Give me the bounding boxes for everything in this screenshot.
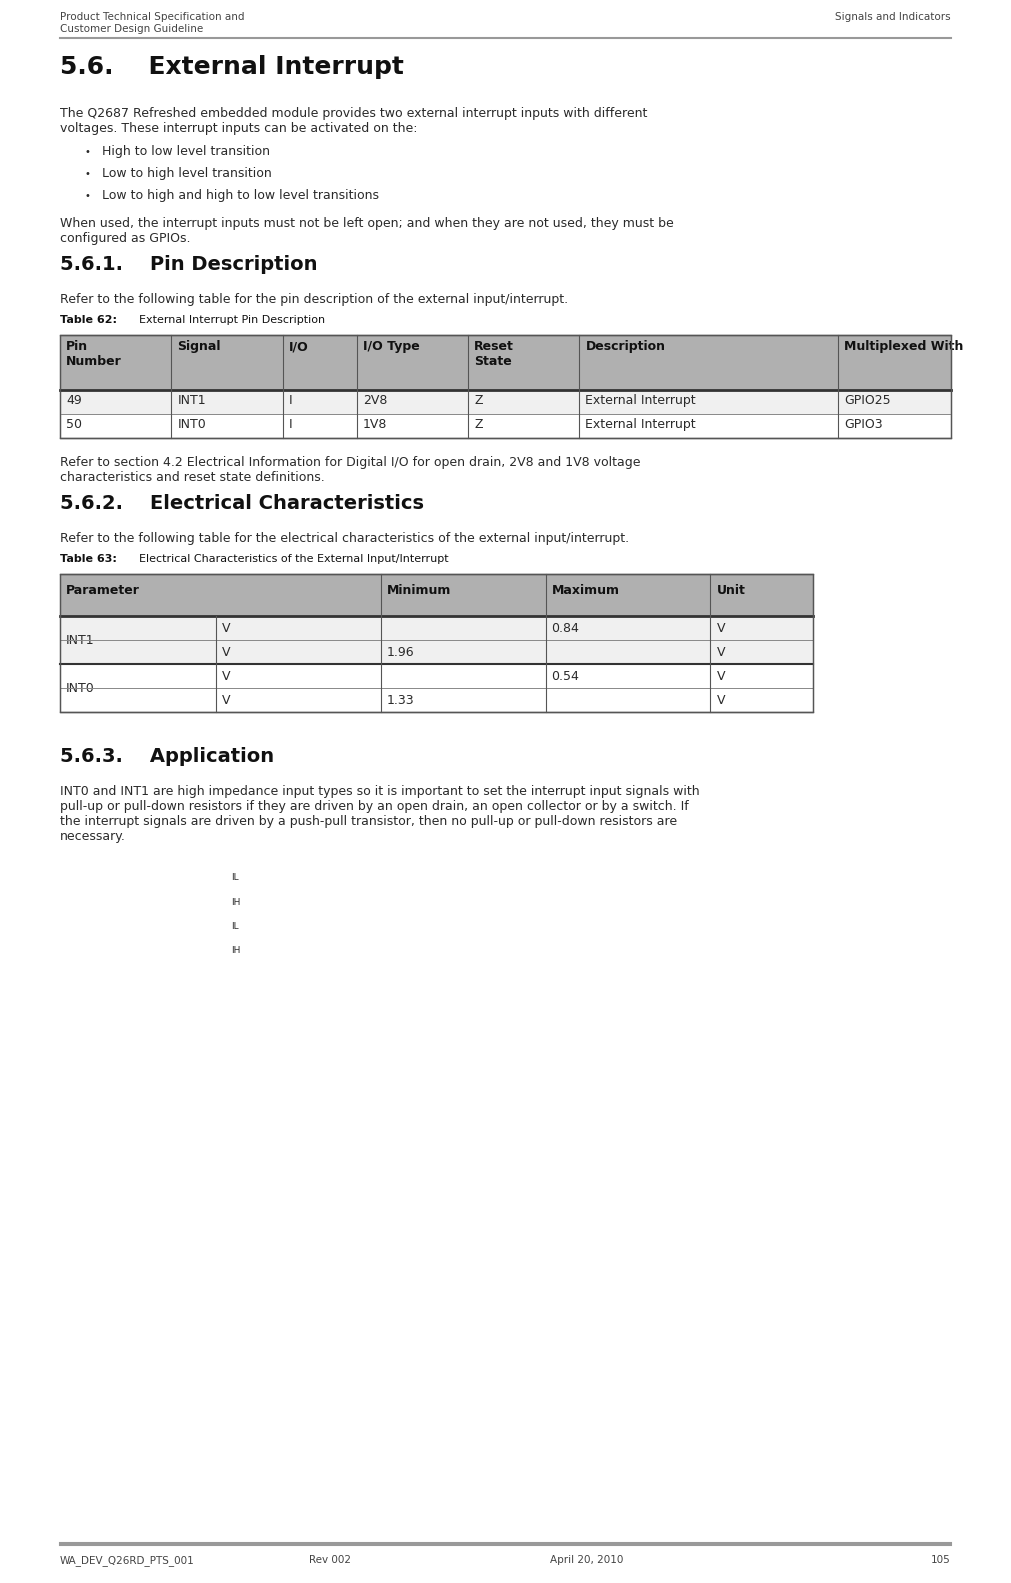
Bar: [60, 575, 813, 712]
Text: V: V: [717, 670, 725, 682]
Text: Pin
Number: Pin Number: [66, 340, 121, 367]
Text: V: V: [222, 646, 231, 659]
Text: Product Technical Specification and
Customer Design Guideline: Product Technical Specification and Cust…: [60, 13, 245, 33]
Text: Refer to the following table for the electrical characteristics of the external : Refer to the following table for the ele…: [60, 532, 629, 545]
Text: High to low level transition: High to low level transition: [102, 146, 270, 158]
Text: Description: Description: [585, 340, 665, 353]
Text: External Interrupt Pin Description: External Interrupt Pin Description: [125, 315, 326, 325]
Text: V: V: [222, 693, 231, 706]
Text: Low to high and high to low level transitions: Low to high and high to low level transi…: [102, 188, 379, 203]
Bar: [60, 336, 951, 389]
Text: I: I: [289, 418, 292, 431]
Text: 5.6.3.    Application: 5.6.3. Application: [60, 747, 274, 766]
Text: Unit: Unit: [717, 584, 745, 597]
Text: The Q2687 Refreshed embedded module provides two external interrupt inputs with : The Q2687 Refreshed embedded module prov…: [60, 108, 647, 135]
Text: IL: IL: [232, 921, 239, 931]
Text: 5.6.1.    Pin Description: 5.6.1. Pin Description: [60, 255, 317, 274]
Text: V: V: [222, 622, 231, 635]
Text: Table 63:: Table 63:: [60, 554, 117, 564]
Text: INT1: INT1: [66, 633, 95, 646]
Text: Minimum: Minimum: [387, 584, 451, 597]
Text: I: I: [289, 394, 292, 407]
Bar: [60, 389, 951, 415]
Text: 0.84: 0.84: [552, 622, 579, 635]
Text: Table 62:: Table 62:: [60, 315, 117, 325]
Text: V: V: [717, 622, 725, 635]
Text: 1.96: 1.96: [387, 646, 415, 659]
Text: 5.6.2.    Electrical Characteristics: 5.6.2. Electrical Characteristics: [60, 494, 424, 513]
Text: Refer to section 4.2 Electrical Information for Digital I/O for open drain, 2V8 : Refer to section 4.2 Electrical Informat…: [60, 456, 641, 484]
Bar: [60, 415, 951, 438]
Text: WA_DEV_Q26RD_PTS_001: WA_DEV_Q26RD_PTS_001: [60, 1555, 195, 1566]
Text: Electrical Characteristics of the External Input/Interrupt: Electrical Characteristics of the Extern…: [125, 554, 449, 564]
Text: Signals and Indicators: Signals and Indicators: [835, 13, 951, 22]
Text: April 20, 2010: April 20, 2010: [550, 1555, 624, 1566]
Bar: [60, 336, 951, 438]
Bar: [60, 616, 813, 663]
Text: INT0: INT0: [66, 682, 95, 695]
Text: Z: Z: [474, 418, 482, 431]
Text: GPIO3: GPIO3: [844, 418, 883, 431]
Text: INT0 and INT1 are high impedance input types so it is important to set the inter: INT0 and INT1 are high impedance input t…: [60, 785, 700, 844]
Text: When used, the interrupt inputs must not be left open; and when they are not use: When used, the interrupt inputs must not…: [60, 217, 673, 245]
Text: Reset
State: Reset State: [474, 340, 514, 367]
Text: 1V8: 1V8: [363, 418, 387, 431]
Text: IH: IH: [232, 945, 241, 955]
Text: 50: 50: [66, 418, 82, 431]
Bar: [60, 663, 813, 712]
Text: Parameter: Parameter: [66, 584, 140, 597]
Text: 2V8: 2V8: [363, 394, 387, 407]
Text: I/O: I/O: [289, 340, 308, 353]
Text: GPIO25: GPIO25: [844, 394, 891, 407]
Text: INT0: INT0: [177, 418, 206, 431]
Text: Signal: Signal: [177, 340, 220, 353]
Text: Low to high level transition: Low to high level transition: [102, 166, 272, 180]
Text: Z: Z: [474, 394, 482, 407]
Text: 105: 105: [931, 1555, 951, 1566]
Text: 5.6.    External Interrupt: 5.6. External Interrupt: [60, 55, 403, 79]
Text: External Interrupt: External Interrupt: [585, 394, 697, 407]
Text: Refer to the following table for the pin description of the external input/inter: Refer to the following table for the pin…: [60, 293, 568, 306]
Text: INT1: INT1: [177, 394, 206, 407]
Text: •: •: [84, 192, 90, 201]
Text: •: •: [84, 147, 90, 157]
Text: V: V: [717, 646, 725, 659]
Text: Rev 002: Rev 002: [309, 1555, 352, 1566]
Text: IL: IL: [232, 874, 239, 882]
Text: I/O Type: I/O Type: [363, 340, 420, 353]
Text: Maximum: Maximum: [552, 584, 620, 597]
Text: V: V: [717, 693, 725, 706]
Text: Multiplexed With: Multiplexed With: [844, 340, 963, 353]
Text: 1.33: 1.33: [387, 693, 415, 706]
Text: External Interrupt: External Interrupt: [585, 418, 697, 431]
Bar: [60, 575, 813, 616]
Text: IH: IH: [232, 898, 241, 907]
Text: V: V: [222, 670, 231, 682]
Text: 0.54: 0.54: [552, 670, 579, 682]
Text: •: •: [84, 169, 90, 179]
Text: 49: 49: [66, 394, 82, 407]
